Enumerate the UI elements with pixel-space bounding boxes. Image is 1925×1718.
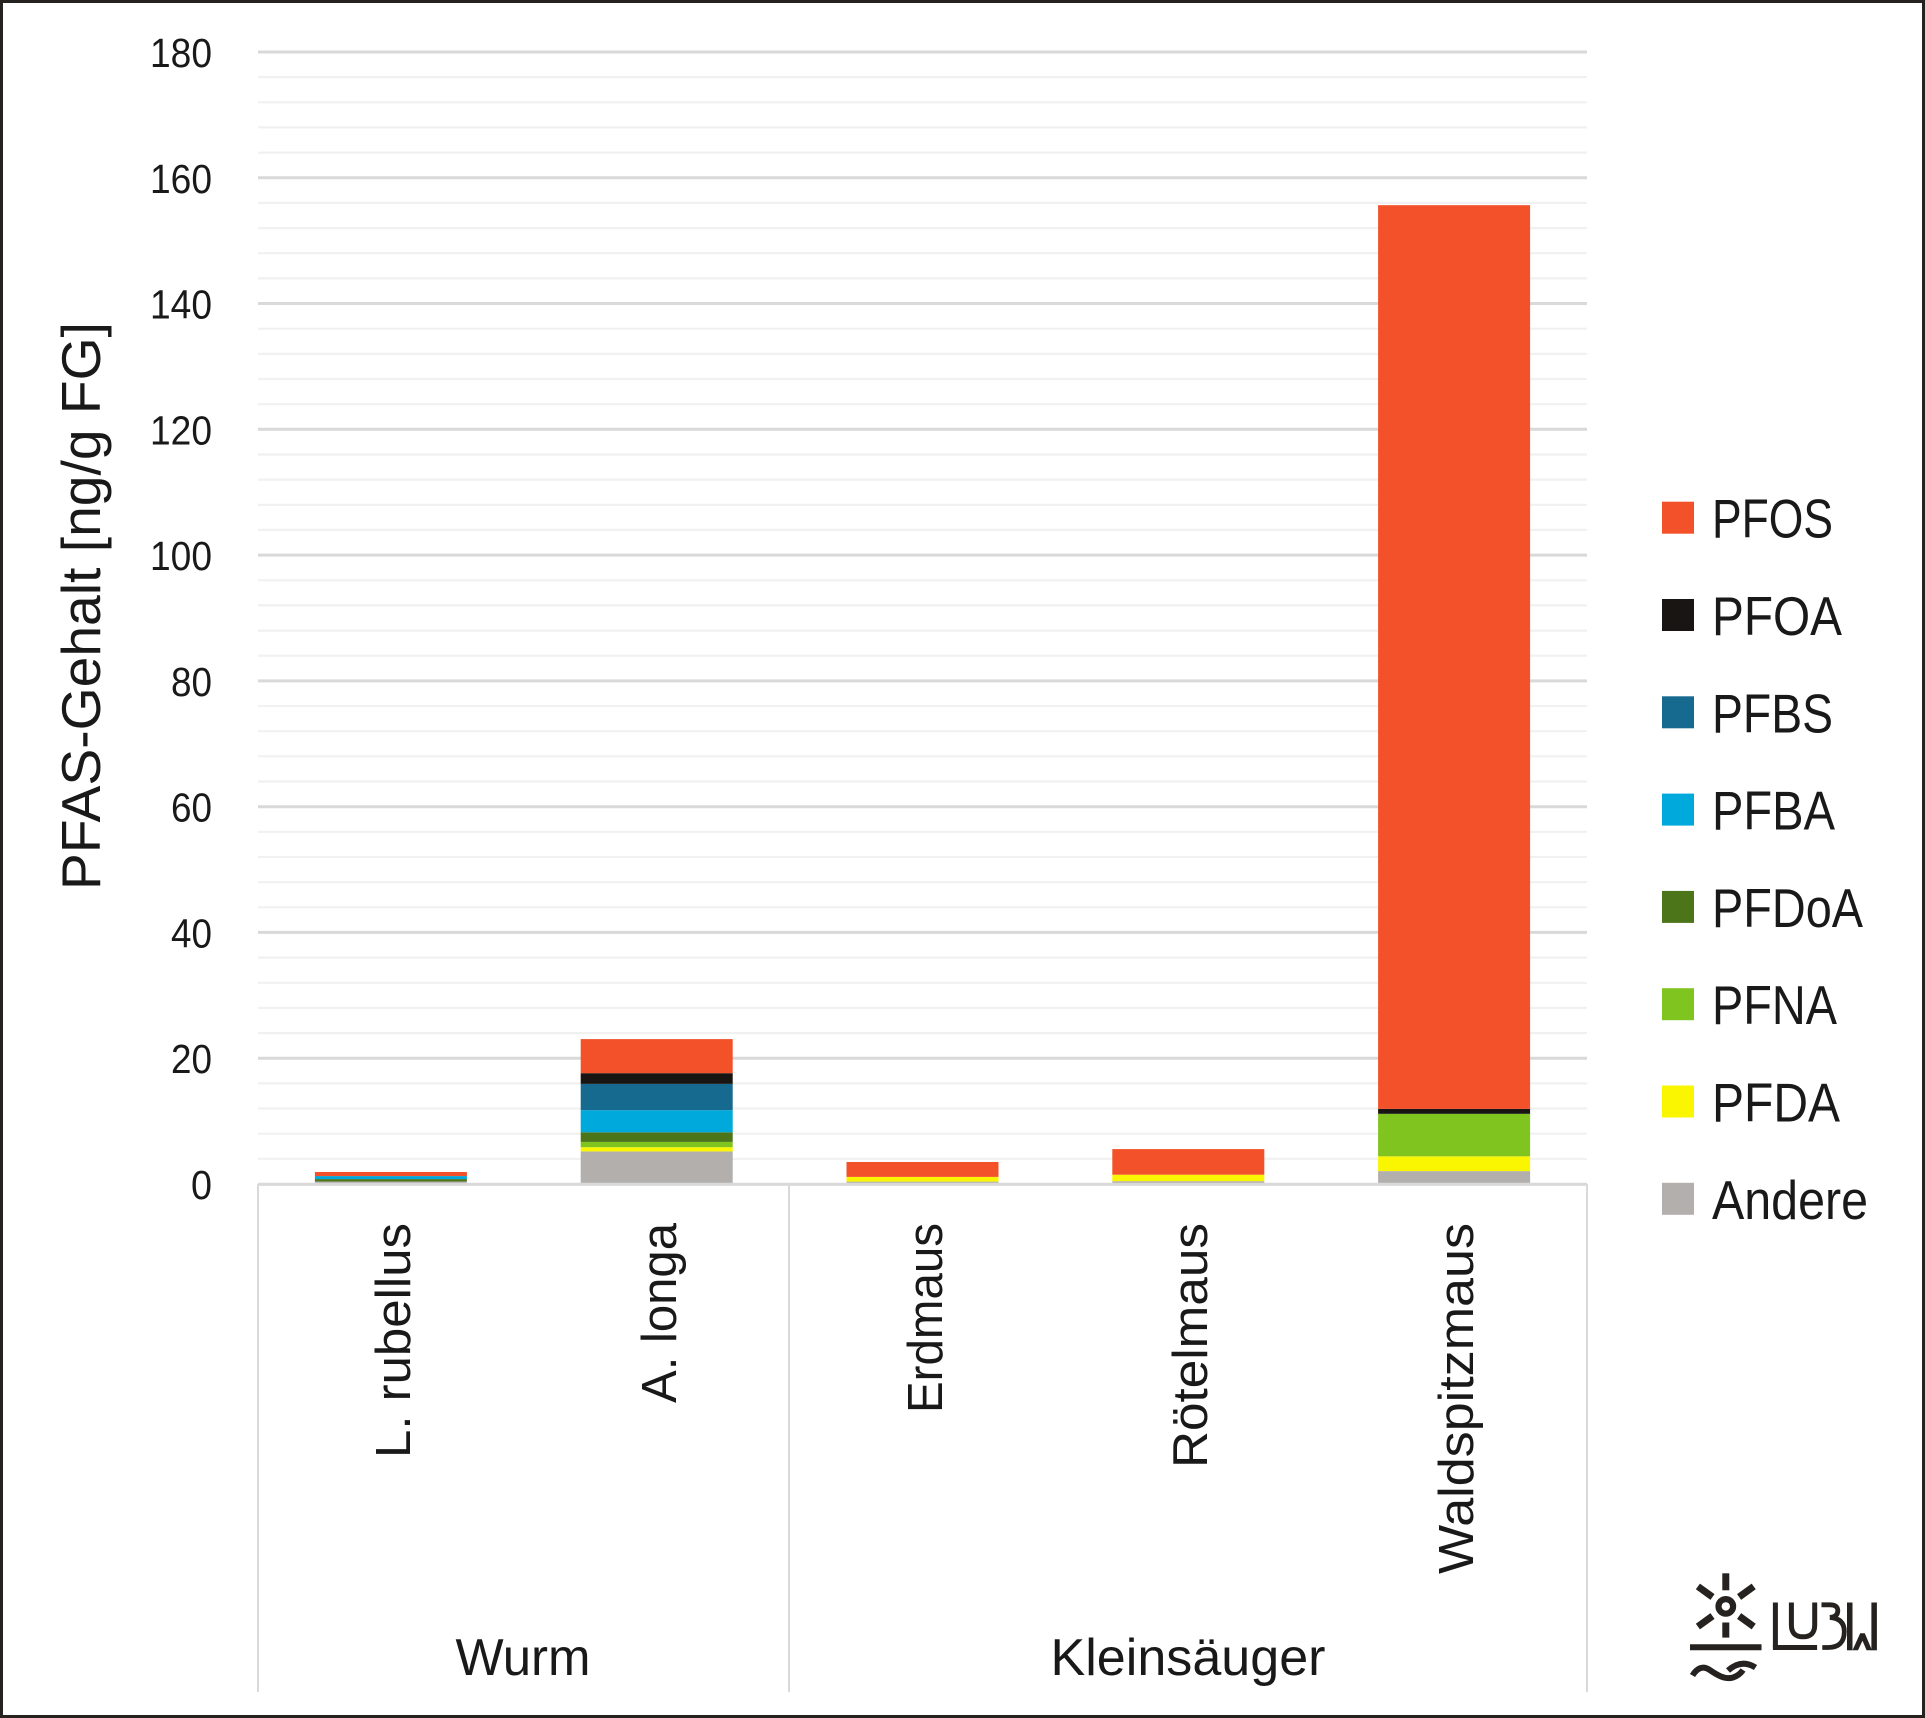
- svg-text:80: 80: [171, 659, 212, 705]
- svg-text:140: 140: [150, 282, 212, 328]
- svg-text:0: 0: [191, 1162, 212, 1208]
- svg-text:100: 100: [150, 533, 212, 579]
- svg-text:Waldspitzmaus: Waldspitzmaus: [1430, 1223, 1484, 1574]
- svg-text:PFBS: PFBS: [1712, 682, 1833, 744]
- svg-text:Rötelmaus: Rötelmaus: [1164, 1223, 1218, 1468]
- svg-text:PFDA: PFDA: [1712, 1072, 1840, 1134]
- svg-text:PFOS: PFOS: [1712, 488, 1833, 550]
- svg-text:L. rubellus: L. rubellus: [367, 1223, 421, 1458]
- svg-text:20: 20: [171, 1036, 212, 1082]
- svg-text:PFDoA: PFDoA: [1712, 877, 1863, 939]
- svg-text:60: 60: [171, 785, 212, 831]
- svg-text:A. longa: A. longa: [633, 1222, 687, 1403]
- svg-text:120: 120: [150, 407, 212, 453]
- svg-text:Erdmaus: Erdmaus: [899, 1223, 953, 1413]
- svg-text:PFOA: PFOA: [1712, 585, 1842, 647]
- svg-text:180: 180: [150, 30, 212, 76]
- svg-text:Andere: Andere: [1712, 1169, 1868, 1231]
- svg-text:PFBA: PFBA: [1712, 780, 1835, 842]
- svg-text:160: 160: [150, 156, 212, 202]
- svg-text:PFNA: PFNA: [1712, 974, 1837, 1036]
- svg-text:40: 40: [171, 910, 212, 956]
- svg-text:Wurm: Wurm: [456, 1629, 591, 1687]
- svg-text:PFAS-Gehalt [ng/g FG]: PFAS-Gehalt [ng/g FG]: [50, 322, 112, 890]
- svg-text:Kleinsäuger: Kleinsäuger: [1051, 1629, 1326, 1687]
